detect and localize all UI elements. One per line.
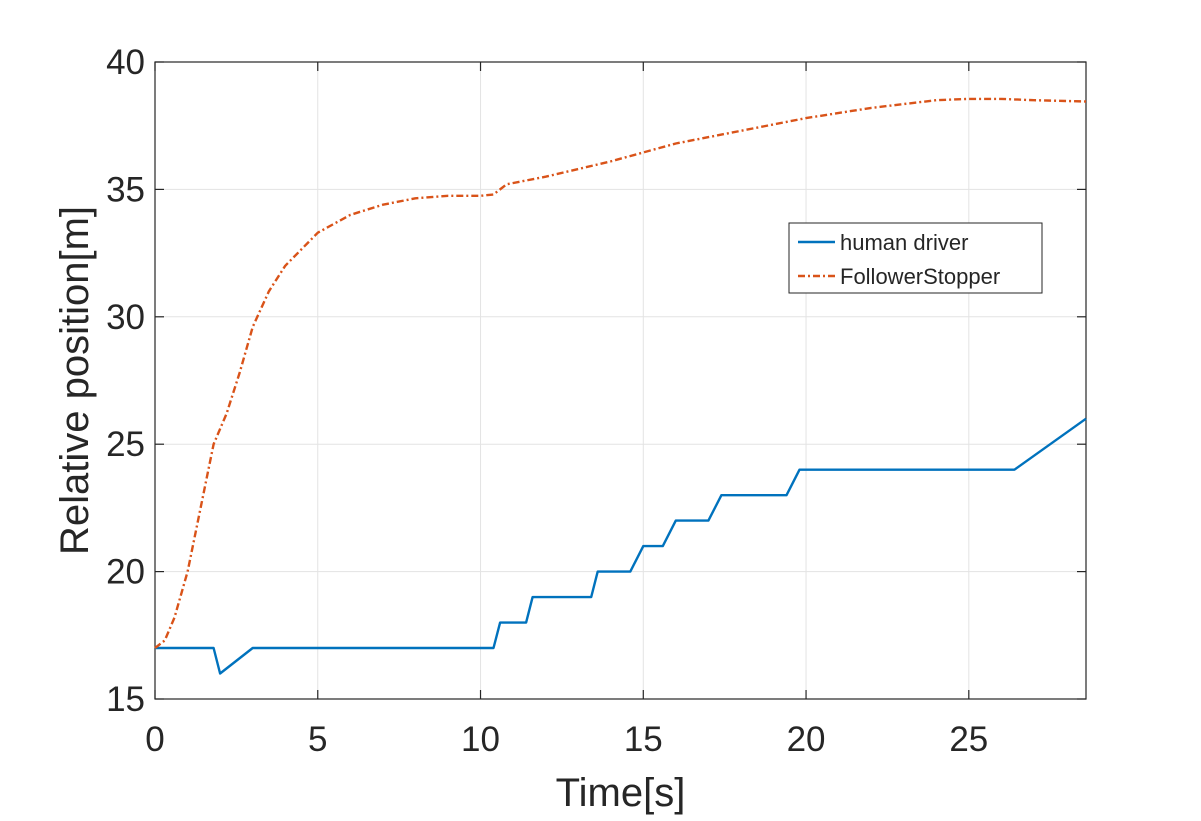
y-tick-label: 20: [106, 553, 145, 592]
x-tick-label: 10: [461, 720, 500, 759]
x-tick-label: 20: [787, 720, 826, 759]
plot-area-frame: [154, 61, 1087, 700]
y-tick-label: 40: [106, 43, 145, 82]
legend-label-human-driver: human driver: [840, 230, 968, 255]
x-tick-label: 0: [145, 720, 164, 759]
x-tick-label: 5: [308, 720, 327, 759]
y-tick-label: 35: [106, 170, 145, 209]
y-tick-label: 30: [106, 298, 145, 337]
x-tick-label: 15: [624, 720, 663, 759]
x-tick-label: 25: [949, 720, 988, 759]
series-line-followerstopper: [154, 97, 1087, 649]
y-tick-label: 25: [106, 425, 145, 464]
series-lines: [154, 97, 1087, 675]
y-axis-title: Relative position[m]: [53, 206, 97, 555]
legend-box: [788, 222, 1043, 294]
legend: human driver FollowerStopper: [788, 222, 1043, 294]
y-tick-label: 15: [106, 680, 145, 719]
x-axis-title: Time[s]: [556, 771, 686, 815]
axis-ticks: 0 5 10 15 20 25 15 20 25 30 35 40: [106, 43, 1086, 759]
series-line-human-driver: [155, 417, 1087, 675]
legend-label-followerstopper: FollowerStopper: [840, 264, 1000, 289]
